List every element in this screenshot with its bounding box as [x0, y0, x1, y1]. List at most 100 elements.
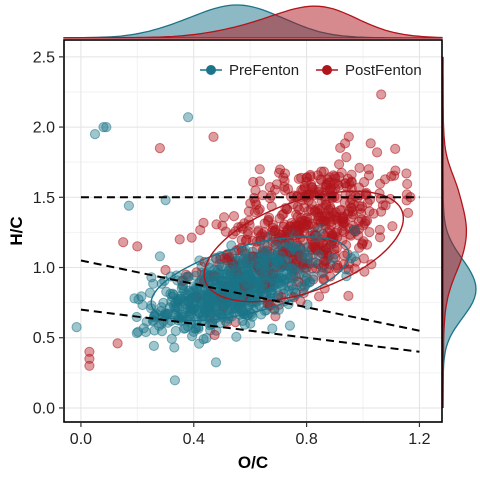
point-postfenton: [374, 232, 386, 243]
point-prefenton: [169, 375, 180, 386]
point-prefenton: [154, 320, 165, 331]
point-postfenton: [326, 220, 337, 231]
legend-item-prefenton: PreFenton: [200, 62, 299, 79]
point-postfenton: [387, 221, 398, 232]
x-tick-label: 1.2: [408, 431, 430, 448]
point-postfenton: [374, 178, 386, 189]
point-prefenton: [210, 357, 222, 368]
point-postfenton: [323, 204, 334, 215]
point-prefenton: [299, 281, 310, 292]
point-postfenton: [154, 143, 165, 154]
point-postfenton: [257, 190, 268, 201]
point-prefenton: [241, 257, 252, 268]
x-tick-label: 0.8: [295, 431, 317, 448]
point-postfenton: [329, 214, 340, 225]
legend-item-postfenton: PostFenton: [316, 62, 422, 79]
point-prefenton: [202, 292, 214, 303]
x-axis-ticks: 0.0 0.4 0.8 1.2: [70, 422, 431, 448]
confidence-ellipses: [150, 190, 404, 322]
legend-marker: [322, 65, 332, 75]
point-postfenton: [334, 159, 345, 170]
point-prefenton: [300, 267, 311, 278]
top-marginal-density: [63, 4, 443, 39]
point-prefenton: [123, 200, 134, 211]
point-postfenton: [208, 131, 219, 142]
point-prefenton: [101, 122, 112, 133]
point-prefenton: [225, 261, 236, 272]
point-postfenton: [363, 170, 375, 181]
y-tick-label: 1.0: [33, 260, 55, 277]
point-postfenton: [118, 237, 129, 248]
point-prefenton: [98, 122, 109, 133]
point-postfenton: [293, 173, 304, 184]
point-prefenton: [223, 282, 234, 293]
point-postfenton: [321, 179, 332, 190]
point-postfenton: [361, 215, 373, 226]
point-postfenton: [334, 171, 345, 182]
point-postfenton: [302, 220, 314, 231]
point-postfenton: [368, 208, 379, 219]
point-postfenton: [174, 234, 185, 245]
point-prefenton: [133, 294, 144, 305]
point-prefenton: [239, 319, 250, 330]
point-postfenton: [365, 138, 376, 149]
point-postfenton: [343, 290, 354, 301]
point-postfenton: [390, 165, 401, 176]
point-prefenton: [183, 112, 194, 123]
ellipse-prefenton: [150, 236, 350, 322]
point-postfenton: [372, 147, 383, 158]
point-prefenton: [308, 271, 319, 282]
top-density-postfenton: [63, 5, 443, 39]
point-prefenton: [194, 338, 205, 349]
point-postfenton: [314, 291, 325, 302]
point-prefenton: [166, 333, 177, 344]
point-prefenton: [284, 240, 295, 251]
x-axis-title: O/C: [238, 453, 268, 472]
point-prefenton: [266, 267, 277, 278]
point-postfenton: [84, 346, 95, 357]
point-postfenton: [319, 259, 330, 271]
point-prefenton: [265, 288, 276, 299]
y-axis-title: H/C: [7, 216, 26, 245]
point-postfenton: [254, 164, 265, 175]
point-postfenton: [279, 181, 290, 192]
point-prefenton: [210, 267, 221, 278]
point-prefenton: [190, 323, 201, 334]
point-postfenton: [402, 178, 413, 190]
point-postfenton: [390, 143, 401, 154]
point-prefenton: [131, 327, 142, 339]
point-postfenton: [354, 201, 365, 212]
y-tick-label: 1.5: [33, 190, 55, 207]
point-prefenton: [231, 331, 242, 342]
point-prefenton: [258, 276, 269, 288]
right-density-postfenton: [442, 56, 468, 408]
point-postfenton: [341, 152, 352, 163]
y-axis-ticks: 0.0 0.5 1.0 1.5 2.0 2.5: [33, 49, 64, 417]
point-prefenton: [89, 129, 101, 140]
point-prefenton: [302, 249, 313, 260]
point-postfenton: [191, 267, 202, 278]
point-postfenton: [353, 182, 364, 193]
point-prefenton: [318, 267, 329, 278]
point-prefenton: [137, 299, 148, 311]
point-postfenton: [228, 211, 240, 222]
point-prefenton: [169, 342, 180, 353]
point-prefenton: [168, 289, 179, 301]
reference-line-2: [80, 259, 420, 332]
point-postfenton: [357, 239, 368, 250]
point-postfenton: [211, 219, 222, 230]
point-prefenton: [296, 251, 307, 262]
point-postfenton: [345, 198, 356, 209]
legend-label: PostFenton: [345, 62, 422, 79]
point-prefenton: [255, 262, 266, 273]
point-postfenton: [376, 206, 387, 217]
point-prefenton: [271, 241, 282, 252]
point-prefenton: [208, 301, 220, 312]
point-postfenton: [245, 198, 256, 209]
point-postfenton: [219, 212, 230, 223]
point-prefenton: [247, 297, 258, 308]
point-postfenton: [274, 213, 285, 224]
y-tick-label: 2.0: [33, 120, 55, 137]
point-prefenton: [170, 325, 181, 337]
